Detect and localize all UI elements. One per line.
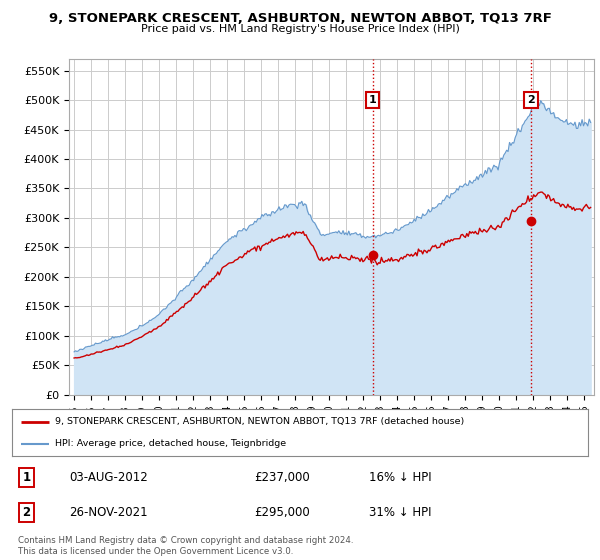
Text: HPI: Average price, detached house, Teignbridge: HPI: Average price, detached house, Teig… — [55, 439, 286, 448]
Text: 2: 2 — [527, 95, 535, 105]
Text: 1: 1 — [22, 471, 31, 484]
Text: 31% ↓ HPI: 31% ↓ HPI — [369, 506, 431, 519]
Text: 16% ↓ HPI: 16% ↓ HPI — [369, 471, 432, 484]
Text: Contains HM Land Registry data © Crown copyright and database right 2024.
This d: Contains HM Land Registry data © Crown c… — [18, 536, 353, 556]
Text: Price paid vs. HM Land Registry's House Price Index (HPI): Price paid vs. HM Land Registry's House … — [140, 24, 460, 34]
Text: 1: 1 — [369, 95, 377, 105]
Text: £237,000: £237,000 — [254, 471, 310, 484]
Text: 9, STONEPARK CRESCENT, ASHBURTON, NEWTON ABBOT, TQ13 7RF (detached house): 9, STONEPARK CRESCENT, ASHBURTON, NEWTON… — [55, 417, 464, 426]
Text: 2: 2 — [22, 506, 31, 519]
Text: 03-AUG-2012: 03-AUG-2012 — [70, 471, 148, 484]
Text: 26-NOV-2021: 26-NOV-2021 — [70, 506, 148, 519]
Text: 9, STONEPARK CRESCENT, ASHBURTON, NEWTON ABBOT, TQ13 7RF: 9, STONEPARK CRESCENT, ASHBURTON, NEWTON… — [49, 12, 551, 25]
Text: £295,000: £295,000 — [254, 506, 310, 519]
